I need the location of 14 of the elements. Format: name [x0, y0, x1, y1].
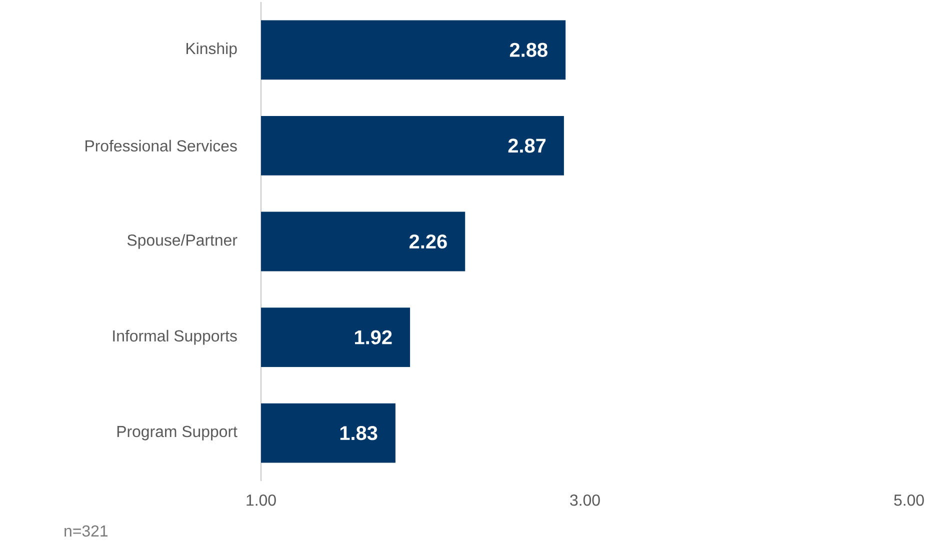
- text: n=321: [64, 525, 108, 537]
- y-tick-label: Kinship: [186, 42, 237, 58]
- data-label: 1.92: [354, 330, 392, 344]
- y-tick-label: Professional Services: [86, 140, 237, 152]
- x-tick-label: 1.00: [246, 494, 276, 506]
- x-tick-label: 5.00: [894, 494, 924, 506]
- y-tick-label: Informal Supports: [113, 330, 237, 345]
- data-label: 2.26: [410, 234, 447, 249]
- data-label: 2.88: [510, 42, 548, 57]
- y-tick-label: Spouse/Partner: [127, 234, 238, 249]
- y-tick-label: Program Support: [117, 426, 238, 440]
- x-tick-label: 3.00: [570, 494, 600, 506]
- data-label: 1.83: [340, 426, 378, 440]
- data-label: 2.87: [508, 138, 546, 153]
